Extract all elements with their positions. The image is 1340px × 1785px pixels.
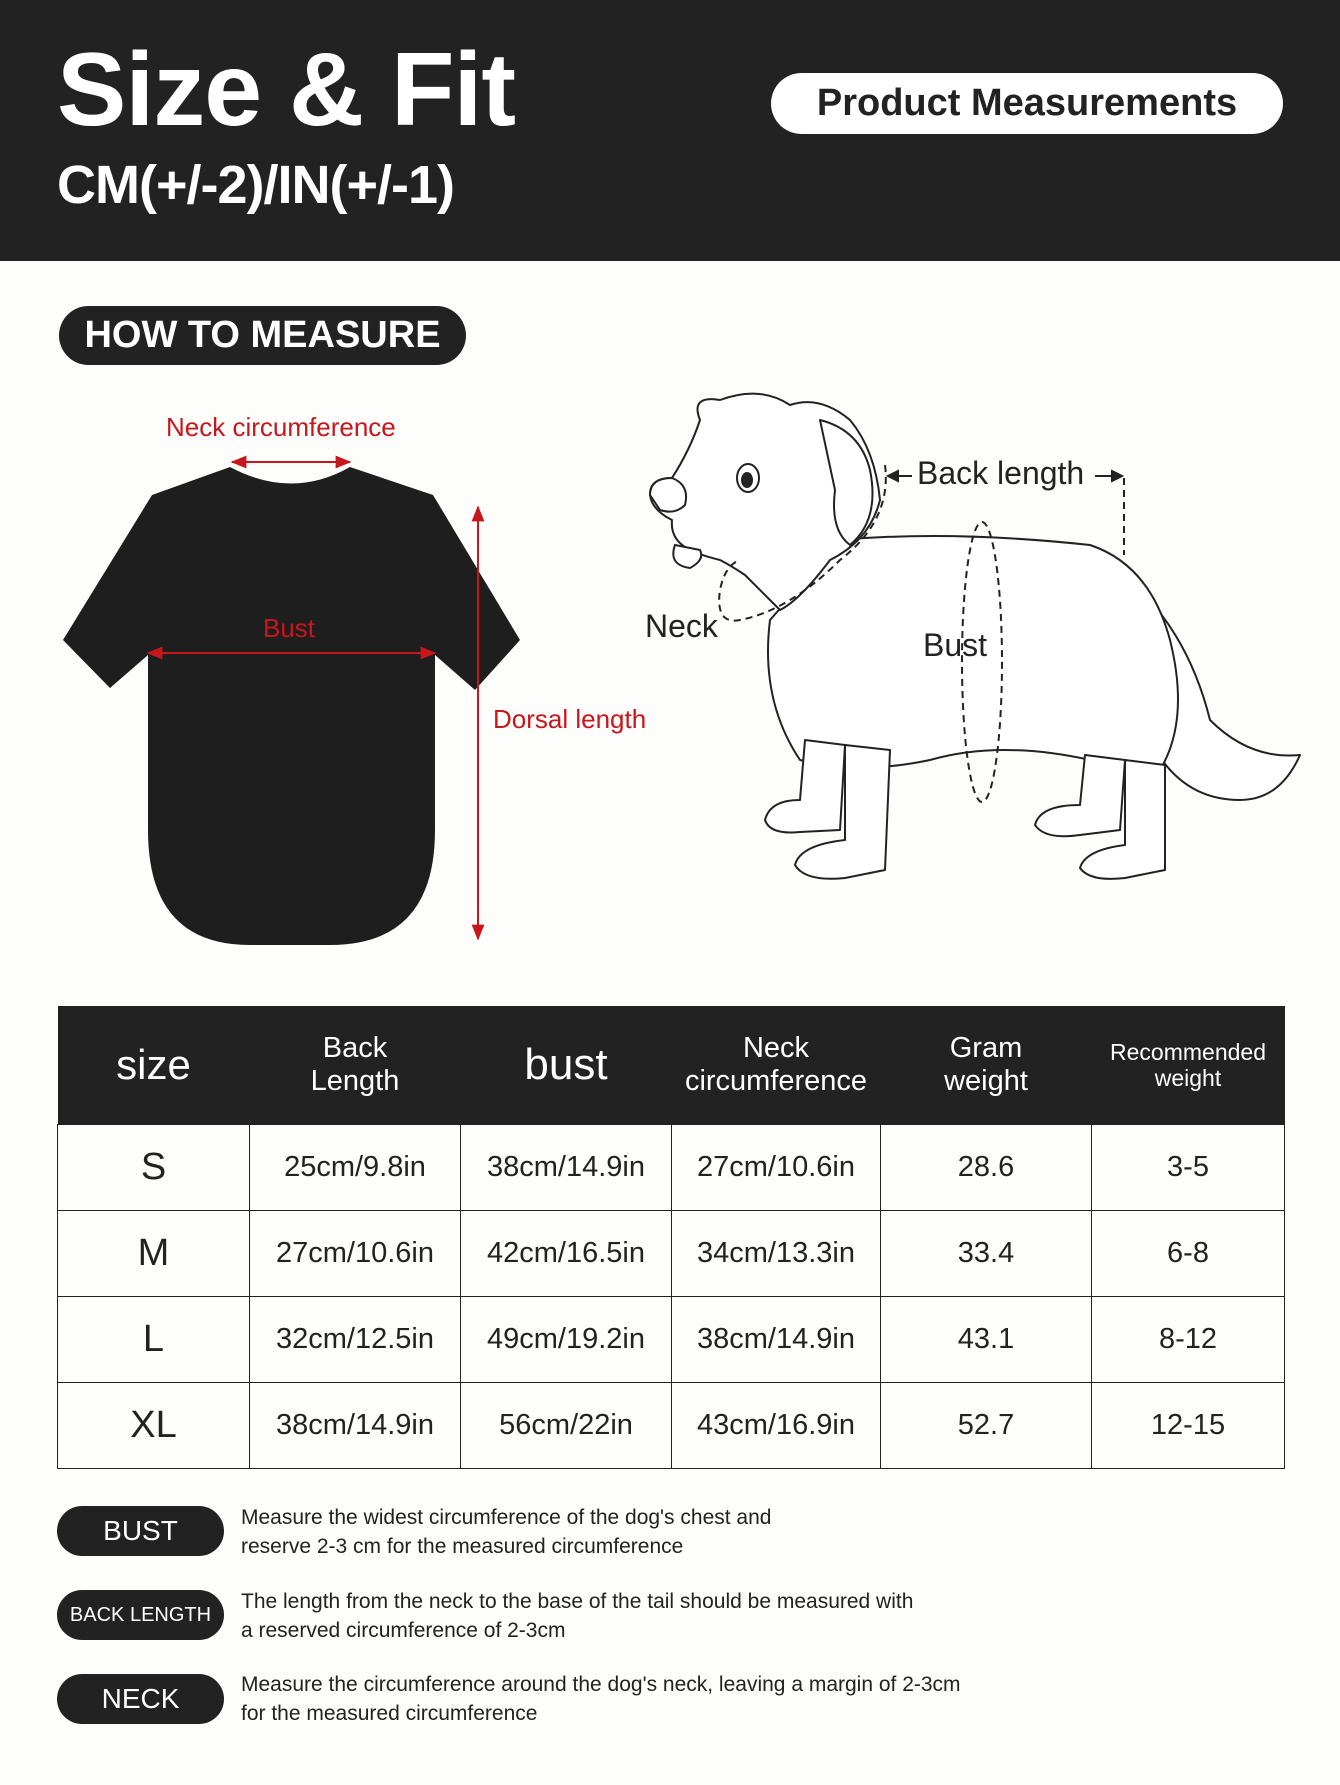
bust-dashed-loop — [961, 521, 1003, 803]
cell-back-length: 27cm/10.6in — [249, 1210, 461, 1297]
col-header-size: size — [57, 1006, 250, 1125]
cell-bust: 38cm/14.9in — [460, 1124, 672, 1211]
cell-gram-weight: 52.7 — [880, 1382, 1092, 1469]
dog-head — [649, 392, 881, 611]
cell-gram-weight: 28.6 — [880, 1124, 1092, 1211]
table-header-row: size Back Length bust Neck circumference… — [57, 1006, 1285, 1125]
note-line: a reserved circumference of 2-3cm — [241, 1619, 566, 1642]
shirt-illustration — [63, 455, 520, 945]
dog-leg — [1079, 759, 1166, 880]
cell-size: L — [57, 1296, 250, 1383]
size-table: size Back Length bust Neck circumference… — [57, 1006, 1285, 1469]
bust-note-text: Measure the widest circumference of the … — [241, 1503, 771, 1561]
col-header-back-length: Back Length — [249, 1006, 461, 1125]
cell-recommended-weight: 3-5 — [1091, 1124, 1285, 1211]
note-line: Measure the widest circumference of the … — [241, 1506, 772, 1529]
cell-neck: 43cm/16.9in — [671, 1382, 881, 1469]
note-line: for the measured circumference — [241, 1702, 538, 1725]
neck-note-badge: NECK — [57, 1674, 224, 1724]
note-line: Measure the circumference around the dog… — [241, 1673, 961, 1696]
cell-neck: 38cm/14.9in — [671, 1296, 881, 1383]
cell-bust: 49cm/19.2in — [460, 1296, 672, 1383]
table-row: M 27cm/10.6in 42cm/16.5in 34cm/13.3in 33… — [57, 1210, 1285, 1297]
note-line: reserve 2-3 cm for the measured circumfe… — [241, 1535, 684, 1558]
neck-dashed-loop — [718, 464, 887, 622]
cell-neck: 34cm/13.3in — [671, 1210, 881, 1297]
cell-size: XL — [57, 1382, 250, 1469]
how-to-measure-badge: HOW TO MEASURE — [59, 306, 466, 365]
cell-gram-weight: 33.4 — [880, 1210, 1092, 1297]
shirt-bust-label: Bust — [263, 613, 316, 643]
dog-leg — [1034, 754, 1126, 838]
neck-note-text: Measure the circumference around the dog… — [241, 1670, 961, 1728]
page-title: Size & Fit — [57, 32, 516, 148]
dog-neck-label: Neck — [645, 608, 718, 644]
tolerance-subtitle: CM(+/-2)/IN(+/-1) — [57, 155, 455, 215]
dog-leg — [794, 744, 891, 880]
cell-bust: 42cm/16.5in — [460, 1210, 672, 1297]
table-row: XL 38cm/14.9in 56cm/22in 43cm/16.9in 52.… — [57, 1382, 1285, 1469]
bust-note-badge: BUST — [57, 1506, 224, 1556]
cell-size: M — [57, 1210, 250, 1297]
product-measurements-badge: Product Measurements — [771, 73, 1283, 134]
col-header-neck: Neck circumference — [671, 1006, 881, 1125]
cell-neck: 27cm/10.6in — [671, 1124, 881, 1211]
neck-circumference-label: Neck circumference — [166, 412, 396, 442]
dog-ear — [819, 419, 874, 546]
dorsal-length-label: Dorsal length — [493, 704, 647, 734]
col-header-recommended-weight: Recommended weight — [1091, 1006, 1285, 1125]
dog-illustration — [649, 392, 1301, 880]
shirt-shape — [63, 467, 520, 945]
cell-recommended-weight: 12-15 — [1091, 1382, 1285, 1469]
cell-recommended-weight: 6-8 — [1091, 1210, 1285, 1297]
dog-tail — [1139, 589, 1301, 801]
back-length-note-badge: BACK LENGTH — [57, 1590, 224, 1640]
dog-back-length-label: Back length — [917, 455, 1085, 491]
cell-back-length: 38cm/14.9in — [249, 1382, 461, 1469]
cell-back-length: 32cm/12.5in — [249, 1296, 461, 1383]
col-header-bust: bust — [460, 1006, 672, 1125]
cell-size: S — [57, 1124, 250, 1211]
dog-bust-label: Bust — [923, 627, 988, 663]
cell-bust: 56cm/22in — [460, 1382, 672, 1469]
table-row: L 32cm/12.5in 49cm/19.2in 38cm/14.9in 43… — [57, 1296, 1285, 1383]
cell-recommended-weight: 8-12 — [1091, 1296, 1285, 1383]
note-line: The length from the neck to the base of … — [241, 1590, 914, 1613]
dog-tongue — [672, 544, 703, 569]
cell-gram-weight: 43.1 — [880, 1296, 1092, 1383]
back-length-note-text: The length from the neck to the base of … — [241, 1587, 913, 1645]
dog-nose — [649, 477, 688, 513]
cell-back-length: 25cm/9.8in — [249, 1124, 461, 1211]
col-header-gram-weight: Gram weight — [880, 1006, 1092, 1125]
table-row: S 25cm/9.8in 38cm/14.9in 27cm/10.6in 28.… — [57, 1124, 1285, 1211]
dog-leg — [764, 739, 846, 834]
